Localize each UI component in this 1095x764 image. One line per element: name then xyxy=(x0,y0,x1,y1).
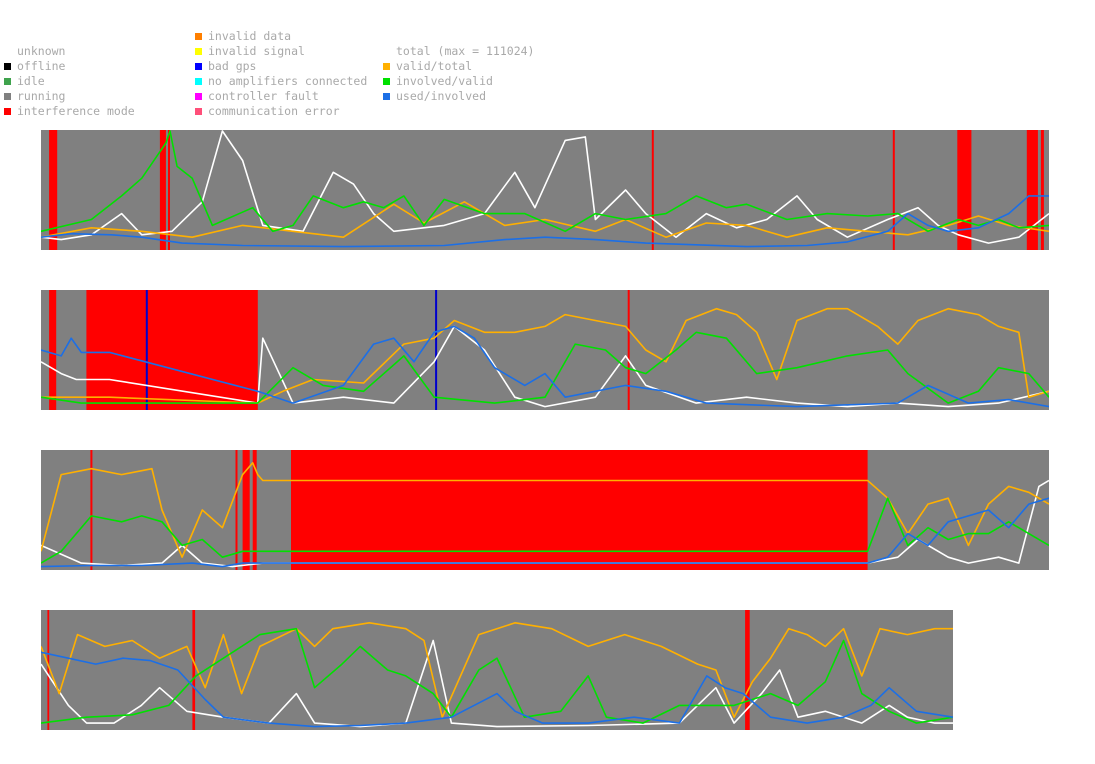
legend-item-invalid-signal: invalid signal xyxy=(195,44,367,59)
legend-item-involved-valid: involved/valid xyxy=(383,74,534,89)
legend-item-no-amplifiers: no amplifiers connected xyxy=(195,74,368,89)
legend-swatch-interference xyxy=(4,108,11,115)
interference-interval xyxy=(745,610,750,730)
timeline-panel-4 xyxy=(41,610,953,730)
legend-label: offline xyxy=(17,59,66,73)
legend-swatch-running xyxy=(4,93,11,100)
series-line-involved-valid xyxy=(41,331,1049,404)
legend-label: running xyxy=(17,89,66,103)
series-line-used-involved xyxy=(41,195,1049,248)
error-legend-column: invalid data invalid signal bad gps no a… xyxy=(195,29,368,119)
legend-swatch-invalid-signal xyxy=(195,48,202,55)
legend-label: bad gps xyxy=(208,59,257,73)
legend-item-interference-mode: interference mode xyxy=(4,104,135,119)
legend-label: invalid data xyxy=(208,29,292,43)
legend-swatch-involved-valid xyxy=(383,78,390,85)
series-line-valid-total xyxy=(41,201,1049,238)
series-line-valid-total xyxy=(41,462,1049,558)
legend-swatch-communication-error xyxy=(195,108,202,115)
legend-item-invalid-data: invalid data xyxy=(195,29,367,44)
series-line-involved-valid xyxy=(41,627,953,724)
interference-interval xyxy=(192,610,196,730)
series-line-valid-total xyxy=(41,622,953,718)
timeline-panel-3 xyxy=(41,450,1049,570)
timeline-chart-1 xyxy=(41,130,1049,250)
legend-label: invalid signal xyxy=(208,44,305,58)
interference-interval xyxy=(47,610,50,730)
legend-label: interference mode xyxy=(17,104,135,118)
interference-interval xyxy=(49,290,57,410)
legend-item-running: running xyxy=(4,89,135,104)
legend-label: valid/total xyxy=(396,59,473,73)
interference-interval xyxy=(892,130,895,250)
legend-label: no amplifiers connected xyxy=(208,74,368,88)
legend-swatch-valid-total xyxy=(383,63,390,70)
series-line-used-involved xyxy=(41,497,1049,568)
legend-swatch-invalid-data xyxy=(195,33,202,40)
legend-item-controller-fault: controller fault xyxy=(195,89,367,104)
bad-gps-interval xyxy=(435,290,438,410)
legend-label: unknown xyxy=(17,44,66,58)
interference-interval xyxy=(651,130,654,250)
interference-interval xyxy=(86,290,258,410)
interference-interval xyxy=(957,130,972,250)
legend-item-communication-error: communication error xyxy=(195,104,367,119)
legend-item-bad-gps: bad gps xyxy=(195,59,367,74)
timeline-panel-1 xyxy=(41,130,1049,250)
legend-swatch-idle xyxy=(4,78,11,85)
legend-swatch-no-amplifiers xyxy=(195,78,202,85)
legend-item-offline: offline xyxy=(4,59,135,74)
legend-label: total (max = 111024) xyxy=(396,44,535,58)
legend-swatch-offline xyxy=(4,63,11,70)
interference-interval xyxy=(90,450,93,570)
interference-interval xyxy=(159,130,166,250)
series-line-involved-valid xyxy=(41,497,1049,564)
legend-item-valid-total: valid/total xyxy=(383,59,534,74)
series-line-used-involved xyxy=(41,325,1049,408)
legend-swatch-bad-gps xyxy=(195,63,202,70)
legend-label: involved/valid xyxy=(396,74,493,88)
status-legend-column: unknown offline idle running interferenc… xyxy=(4,44,135,119)
legend-item-total: total (max = 111024) xyxy=(396,44,534,59)
interference-interval xyxy=(242,450,250,570)
interference-interval xyxy=(627,290,630,410)
legend-swatch-used-involved xyxy=(383,93,390,100)
series-line-total xyxy=(41,325,1049,408)
interference-interval xyxy=(168,130,170,250)
legend-item-used-involved: used/involved xyxy=(383,89,534,104)
legend-swatch-controller-fault xyxy=(195,93,202,100)
running-background xyxy=(41,130,1049,250)
series-line-used-involved xyxy=(41,651,953,728)
series-line-involved-valid xyxy=(41,130,1049,233)
legend-label: controller fault xyxy=(208,89,319,103)
interference-interval xyxy=(49,130,58,250)
legend-label: communication error xyxy=(208,104,340,118)
interference-interval xyxy=(1026,130,1038,250)
timeline-chart-4 xyxy=(41,610,953,730)
interference-interval xyxy=(235,450,238,570)
legend-label: used/involved xyxy=(396,89,487,103)
chart-legend: unknown offline idle running interferenc… xyxy=(0,0,1095,125)
legend-item-idle: idle xyxy=(4,74,135,89)
series-line-total xyxy=(41,130,1049,244)
interference-interval xyxy=(1040,130,1044,250)
legend-label: idle xyxy=(17,74,45,88)
bad-gps-interval xyxy=(145,290,148,410)
timeline-panel-2 xyxy=(41,290,1049,410)
timeline-chart-2 xyxy=(41,290,1049,410)
series-line-total xyxy=(41,639,953,728)
interference-interval xyxy=(252,450,257,570)
legend-item-unknown: unknown xyxy=(17,44,135,59)
ratio-legend-column: total (max = 111024) valid/total involve… xyxy=(383,44,534,104)
timeline-chart-3 xyxy=(41,450,1049,570)
interference-interval xyxy=(291,450,868,570)
